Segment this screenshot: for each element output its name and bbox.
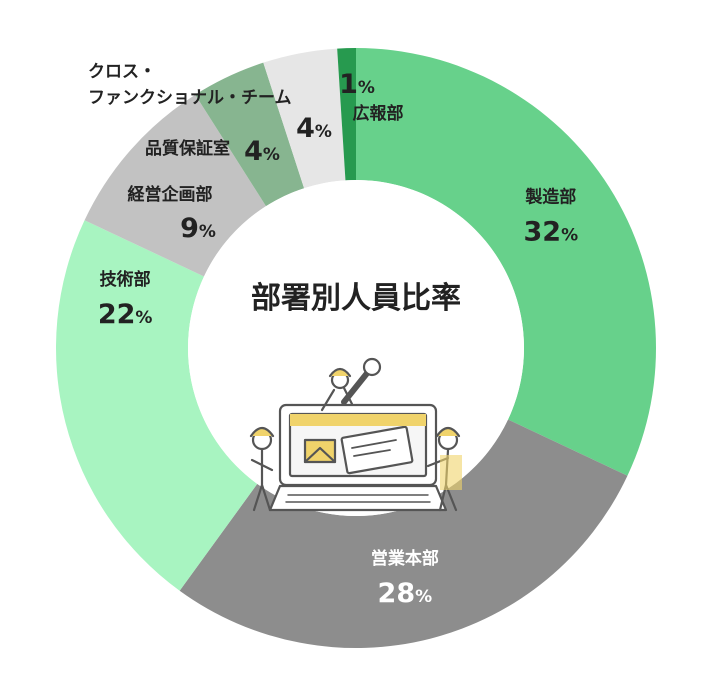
slice-0 (356, 48, 656, 476)
slice-value-0: 32% (524, 217, 579, 248)
slice-1 (179, 419, 628, 648)
slice-value-5: 4% (296, 113, 332, 144)
slice-6 (337, 48, 356, 181)
slice-label-2: 技術部 (100, 269, 151, 290)
slice-value-2: 22% (98, 299, 153, 330)
slice-labels: 製造部 32% 営業本部 28% 技術部 22% 経営企画部 9% 品質保証室 4% クロス・ファン… (88, 62, 578, 609)
slice-label-1: 営業本部 (371, 548, 439, 569)
slice-5 (263, 48, 346, 189)
slice-value-3: 9% (180, 213, 216, 244)
slice-value-4: 4% (244, 136, 280, 167)
slice-label-6: 広報部 (353, 103, 404, 124)
slice-3 (84, 94, 266, 277)
slice-label-5-line1: クロス・ (88, 62, 156, 82)
donut-slices (56, 48, 656, 648)
workers-repairing-laptop-icon (249, 357, 462, 512)
slice-value-6: 1% (339, 69, 375, 100)
slice-label-3: 経営企画部 (128, 184, 213, 205)
slice-label-0: 製造部 (524, 187, 576, 208)
slice-label-5-line2: ファンクショナル・チーム (88, 88, 292, 108)
slice-2 (56, 220, 258, 591)
chart-title: 部署別人員比率 (251, 281, 461, 316)
slice-label-4: 品質保証室 (145, 138, 230, 159)
slice-value-1: 28% (378, 578, 433, 609)
slice-4 (195, 62, 305, 207)
